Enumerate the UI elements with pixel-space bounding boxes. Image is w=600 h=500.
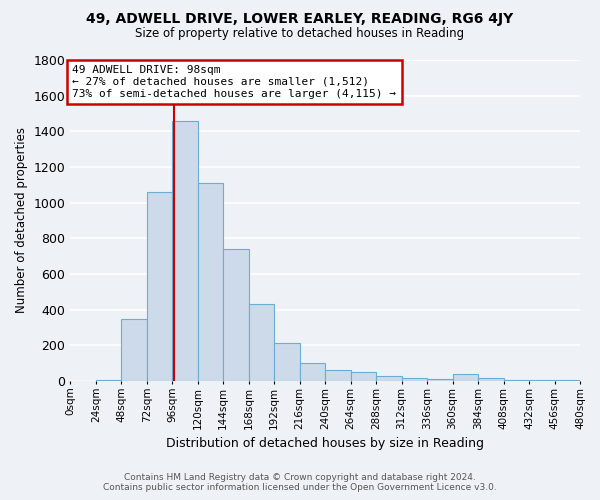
Bar	[96, 380, 121, 381]
Bar	[452, 374, 478, 381]
Text: 49, ADWELL DRIVE, LOWER EARLEY, READING, RG6 4JY: 49, ADWELL DRIVE, LOWER EARLEY, READING,…	[86, 12, 514, 26]
Bar	[172, 120, 198, 381]
Bar	[350, 372, 376, 381]
Text: Contains HM Land Registry data © Crown copyright and database right 2024.
Contai: Contains HM Land Registry data © Crown c…	[103, 473, 497, 492]
Bar	[299, 363, 325, 381]
Bar	[325, 370, 350, 381]
Bar	[401, 378, 427, 381]
Bar	[554, 380, 580, 381]
Y-axis label: Number of detached properties: Number of detached properties	[15, 128, 28, 314]
Text: Size of property relative to detached houses in Reading: Size of property relative to detached ho…	[136, 28, 464, 40]
Bar	[427, 379, 452, 381]
Bar	[274, 342, 299, 381]
Text: 49 ADWELL DRIVE: 98sqm
← 27% of detached houses are smaller (1,512)
73% of semi-: 49 ADWELL DRIVE: 98sqm ← 27% of detached…	[73, 66, 397, 98]
Bar	[121, 318, 147, 381]
X-axis label: Distribution of detached houses by size in Reading: Distribution of detached houses by size …	[166, 437, 484, 450]
Bar	[478, 378, 503, 381]
Bar	[529, 380, 554, 381]
Bar	[147, 192, 172, 381]
Bar	[198, 183, 223, 381]
Bar	[223, 249, 248, 381]
Bar	[248, 304, 274, 381]
Bar	[503, 380, 529, 381]
Bar	[376, 376, 401, 381]
